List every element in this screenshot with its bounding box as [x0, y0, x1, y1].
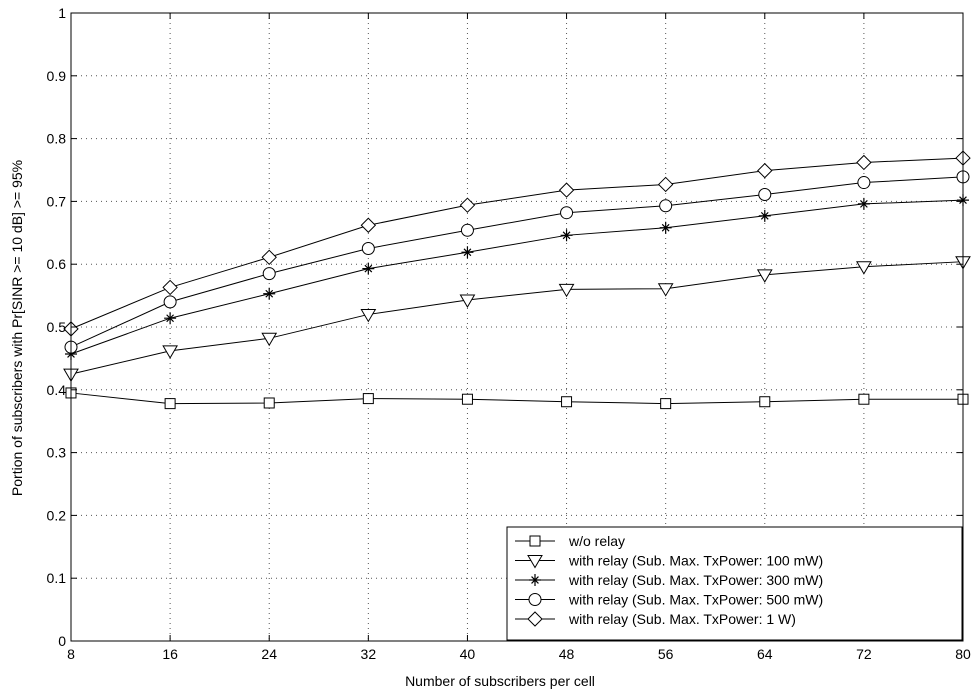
data-point — [657, 176, 674, 193]
data-point — [261, 249, 277, 265]
y-axis-label: Portion of subscribers with Pr[SINR >= 1… — [9, 160, 25, 496]
data-point — [558, 283, 575, 298]
data-point — [561, 396, 573, 408]
data-point — [262, 267, 276, 281]
data-point — [459, 294, 476, 308]
data-point — [163, 295, 177, 309]
series-triangle-down — [63, 256, 971, 383]
data-point — [856, 154, 872, 171]
data-point — [461, 246, 474, 259]
data-point — [757, 162, 773, 179]
data-point — [162, 345, 178, 359]
data-point — [659, 221, 672, 234]
tick-labels: 8 16 24 32 40 48 56 64 72 80 0 0.1 0.2 0.3 0.4 0.5 0.6 0.… — [47, 5, 971, 662]
series-line — [70, 157, 964, 330]
x-tick-label: 72 — [856, 646, 872, 662]
x-tick-label: 80 — [955, 646, 971, 662]
data-point — [858, 393, 870, 405]
legend-label: with relay (Sub. Max. TxPower: 100 mW) — [568, 553, 823, 569]
x-tick-label: 16 — [162, 646, 178, 662]
y-tick-label: 0.9 — [47, 68, 67, 84]
data-point — [360, 308, 377, 323]
x-tick-label: 40 — [460, 646, 476, 662]
legend-marker — [527, 555, 543, 569]
data-point — [263, 397, 275, 409]
data-point — [758, 187, 772, 201]
data-point — [759, 396, 771, 408]
data-point — [164, 398, 176, 410]
axes — [70, 12, 964, 642]
data-point — [660, 398, 672, 410]
data-point — [857, 197, 870, 210]
y-tick-label: 0.6 — [47, 256, 67, 272]
legend-box — [506, 526, 963, 641]
data-point — [857, 176, 871, 190]
data-point — [659, 199, 673, 213]
data-point — [360, 217, 377, 233]
series-diamond — [63, 150, 971, 337]
legend-marker — [527, 611, 543, 627]
y-tick-label: 0.5 — [47, 319, 67, 335]
legend-marker — [528, 593, 542, 606]
series-line — [70, 199, 964, 355]
series-square — [65, 387, 969, 410]
data-point — [657, 283, 674, 297]
data-point — [560, 206, 574, 220]
x-tick-label: 64 — [757, 646, 773, 662]
data-point — [856, 261, 872, 275]
legend-marker — [529, 574, 541, 586]
data-point — [261, 332, 278, 347]
series-line — [70, 392, 963, 405]
data-point — [758, 209, 771, 222]
x-tick-label: 56 — [658, 646, 674, 662]
series-line — [70, 176, 964, 348]
data-point — [460, 223, 474, 237]
data-point — [756, 269, 773, 283]
x-tick-label: 48 — [559, 646, 575, 662]
data-point — [164, 312, 177, 325]
legend-marker — [529, 535, 541, 547]
y-tick-label: 0.7 — [47, 193, 67, 209]
data-point — [162, 279, 178, 296]
legend: w/o relay with relay (Sub. Max. TxPower: … — [506, 526, 963, 641]
y-tick-label: 0.1 — [47, 570, 67, 586]
legend-label: with relay (Sub. Max. TxPower: 1 W) — [568, 611, 796, 627]
data-point — [263, 287, 276, 300]
y-tick-label: 0.3 — [47, 445, 67, 461]
legend-label: w/o relay — [568, 533, 625, 549]
x-axis-label: Number of subscribers per cell — [405, 673, 595, 689]
legend-label: with relay (Sub. Max. TxPower: 500 mW) — [568, 592, 823, 608]
data-point — [560, 229, 573, 242]
data-point — [461, 393, 473, 405]
data-point — [362, 393, 374, 405]
y-tick-label: 1 — [58, 5, 66, 21]
x-tick-label: 32 — [361, 646, 377, 662]
data-point — [558, 182, 575, 198]
x-tick-label: 24 — [261, 646, 277, 662]
x-tick-label: 8 — [67, 646, 75, 662]
y-tick-label: 0.2 — [47, 507, 67, 523]
data-point — [362, 262, 375, 275]
y-tick-label: 0.8 — [47, 131, 67, 147]
legend-label: with relay (Sub. Max. TxPower: 300 mW) — [568, 572, 823, 588]
data-point — [361, 242, 375, 255]
data-point — [459, 197, 476, 213]
y-tick-label: 0 — [58, 633, 66, 649]
series-line — [70, 261, 964, 375]
y-tick-label: 0.4 — [47, 382, 67, 398]
